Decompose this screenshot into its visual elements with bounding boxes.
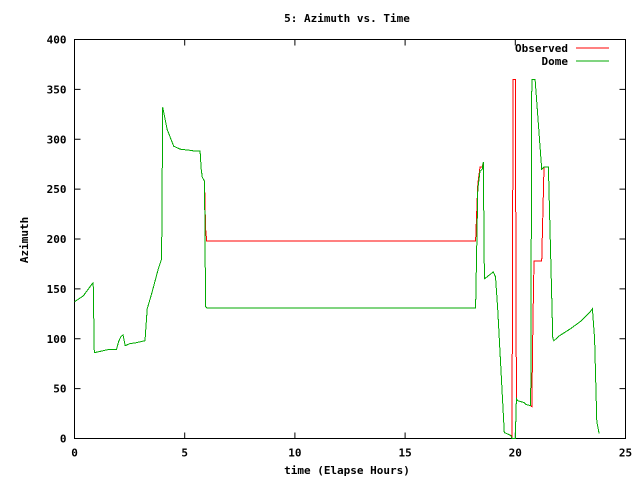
series-layer bbox=[74, 78, 600, 439]
x-axis-label: time (Elapse Hours) bbox=[284, 464, 410, 477]
legend-label-dome: Dome bbox=[542, 55, 569, 68]
y-tick-label: 250 bbox=[47, 183, 67, 196]
plot-frame bbox=[74, 39, 626, 439]
x-tick-label: 10 bbox=[288, 447, 301, 460]
y-tick-label: 0 bbox=[60, 433, 67, 446]
x-tick-label: 5 bbox=[181, 447, 188, 460]
y-axis-label: Azimuth bbox=[18, 217, 31, 263]
x-tick-label: 0 bbox=[71, 447, 78, 460]
y-tick-label: 350 bbox=[47, 83, 67, 96]
series-line-observed bbox=[74, 78, 600, 439]
legend-label-observed: Observed bbox=[515, 42, 568, 55]
y-tick-label: 200 bbox=[47, 233, 67, 246]
y-tick-label: 400 bbox=[47, 34, 67, 47]
chart-title: 5: Azimuth vs. Time bbox=[284, 12, 410, 25]
y-tick-label: 300 bbox=[47, 133, 67, 146]
x-tick-label: 25 bbox=[619, 447, 632, 460]
y-tick-label: 50 bbox=[53, 383, 66, 396]
x-tick-label: 15 bbox=[398, 447, 411, 460]
x-tick-label: 20 bbox=[509, 447, 522, 460]
series-line-dome bbox=[74, 78, 600, 439]
y-tick-label: 150 bbox=[47, 283, 67, 296]
y-tick-label: 100 bbox=[47, 333, 67, 346]
